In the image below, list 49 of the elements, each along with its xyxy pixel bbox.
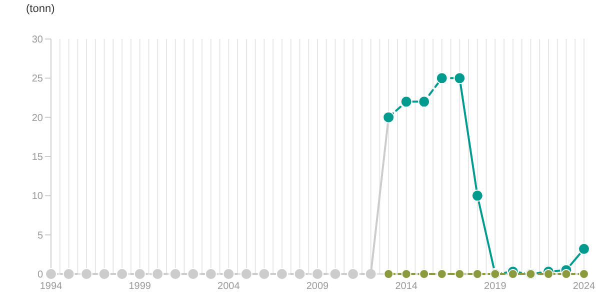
- x-tick-label: 1999: [128, 281, 152, 292]
- point: [578, 242, 590, 255]
- y-tick-label: 5: [37, 230, 44, 242]
- x-tick-label: 2024: [572, 281, 596, 292]
- point: [187, 268, 200, 280]
- point: [508, 269, 518, 279]
- y-tick-label: 15: [32, 152, 44, 163]
- x-tick-label: 2014: [395, 281, 418, 292]
- y-tick-label: 20: [32, 112, 44, 124]
- point: [401, 269, 412, 279]
- point: [400, 96, 412, 108]
- point: [579, 269, 589, 279]
- point: [276, 268, 288, 280]
- y-tick-label: 30: [32, 34, 44, 46]
- point: [543, 269, 554, 279]
- point: [80, 268, 93, 280]
- point: [204, 268, 217, 280]
- point: [347, 268, 360, 280]
- point: [471, 190, 484, 202]
- point: [258, 268, 270, 280]
- point: [134, 268, 146, 280]
- y-axis-title: (tonn): [26, 3, 55, 15]
- point: [384, 269, 394, 279]
- point: [98, 268, 110, 280]
- point: [436, 72, 448, 84]
- point: [472, 269, 482, 279]
- point: [169, 268, 182, 280]
- point: [294, 268, 306, 280]
- y-tick-label: 0: [37, 270, 44, 280]
- point: [454, 269, 465, 279]
- x-tick-label: 2009: [306, 281, 330, 292]
- point: [418, 96, 430, 108]
- point: [329, 268, 342, 280]
- y-tick-label: 10: [32, 191, 44, 202]
- point: [222, 268, 235, 280]
- x-tick-label: 1994: [40, 281, 63, 292]
- x-tick-label: 2019: [484, 281, 507, 292]
- point: [45, 268, 57, 280]
- point: [436, 269, 447, 279]
- point: [240, 268, 252, 280]
- x-tick-label: 2004: [218, 281, 240, 292]
- point: [62, 268, 75, 280]
- point: [312, 268, 324, 280]
- y-tick-label: 25: [32, 74, 44, 85]
- point: [152, 268, 164, 280]
- point: [116, 268, 128, 280]
- point: [382, 111, 395, 124]
- point: [561, 269, 572, 279]
- point: [419, 269, 430, 279]
